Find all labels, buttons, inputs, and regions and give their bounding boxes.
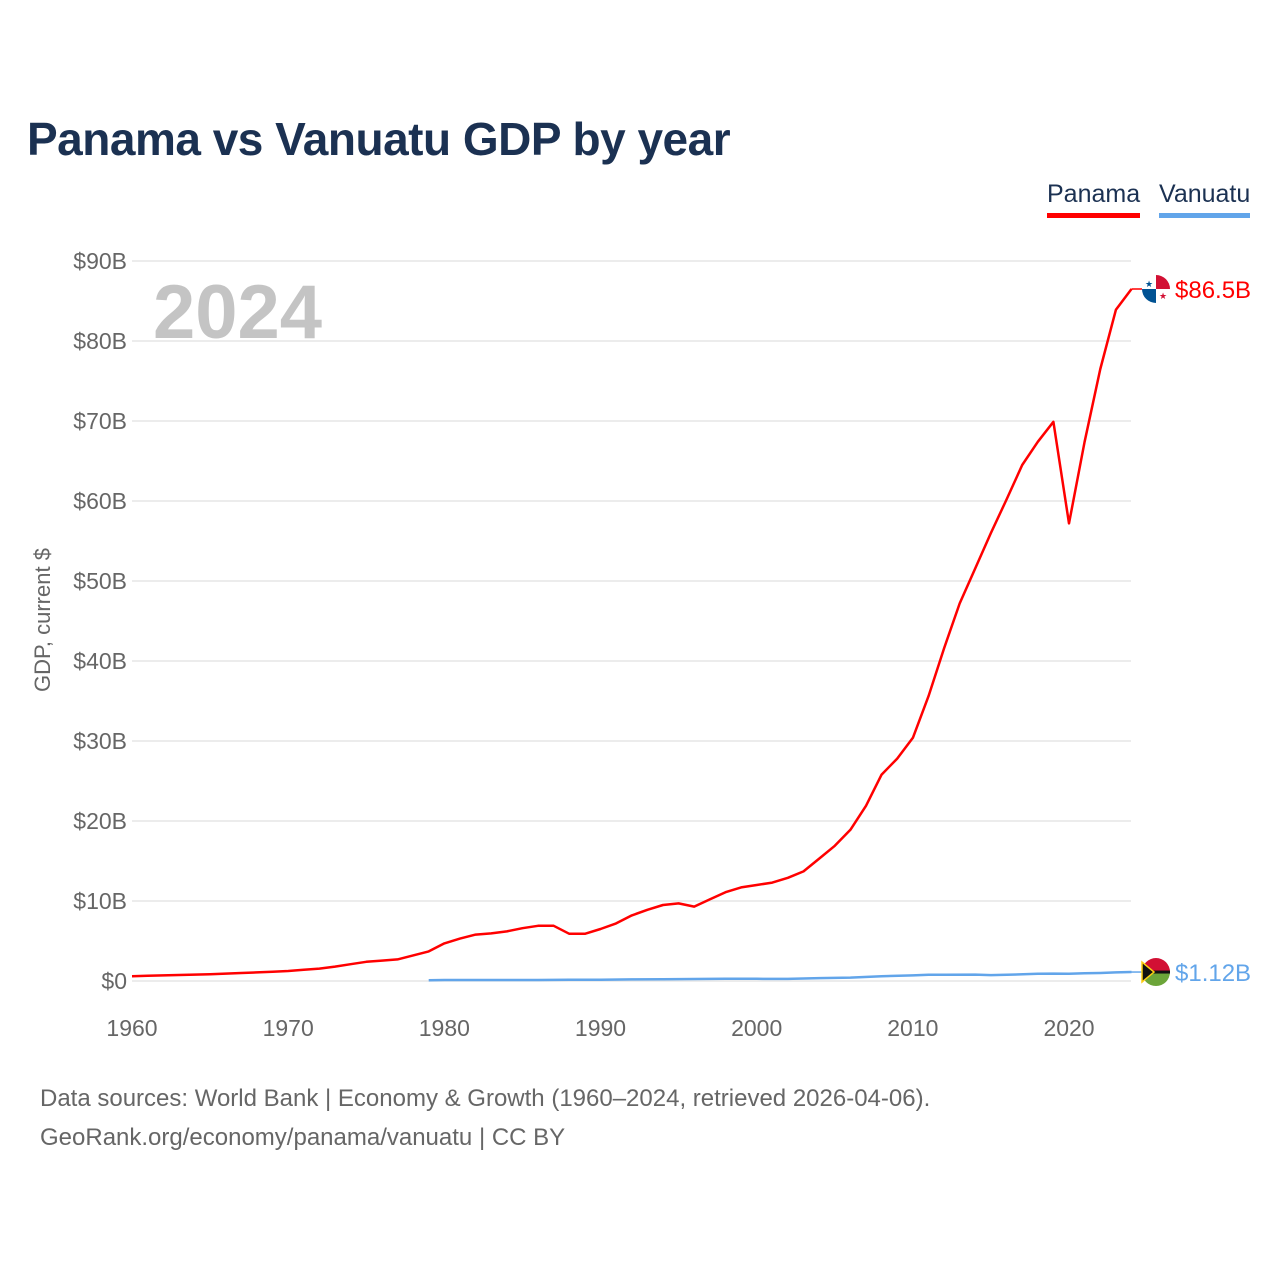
x-tick-label: 1980 (419, 1015, 470, 1041)
footer-sources: Data sources: World Bank | Economy & Gro… (40, 1085, 931, 1112)
chart-title: Panama vs Vanuatu GDP by year (27, 113, 731, 165)
y-tick-label: $40B (73, 648, 127, 674)
x-tick-label: 1960 (106, 1015, 157, 1041)
flag-stripe (1142, 970, 1170, 974)
flag-blue-quarter (1142, 289, 1156, 303)
flag-star: ★ (1159, 291, 1167, 301)
x-tick-label: 2020 (1043, 1015, 1094, 1041)
y-tick-label: $60B (73, 488, 127, 514)
end-value-label-vanuatu: $1.12B (1175, 960, 1251, 987)
flag-red-quarter (1156, 275, 1170, 289)
y-axis-label: GDP, current $ (30, 548, 55, 692)
legend-item-panama[interactable]: Panama (1047, 180, 1141, 218)
y-tick-label: $90B (73, 248, 127, 274)
y-tick-label: $70B (73, 408, 127, 434)
y-tick-label: $50B (73, 568, 127, 594)
x-tick-label: 1990 (575, 1015, 626, 1041)
flag-star: ★ (1145, 279, 1153, 289)
y-tick-label: $20B (73, 808, 127, 834)
legend-item-vanuatu[interactable]: Vanuatu (1159, 180, 1251, 218)
x-tick-label: 1970 (263, 1015, 314, 1041)
vanuatu-flag-icon (1141, 958, 1170, 987)
footer-attribution[interactable]: GeoRank.org/economy/panama/vanuatu | CC … (40, 1124, 566, 1151)
series-line-vanuatu (428, 970, 1132, 982)
y-tick-label: $0 (101, 968, 127, 994)
year-watermark: 2024 (153, 270, 322, 355)
series-line-panama (131, 288, 1133, 978)
flag-triangle (1141, 960, 1156, 984)
end-value-label-panama: $86.5B (1175, 277, 1251, 304)
y-tick-label: $10B (73, 888, 127, 914)
y-tick-label: $80B (73, 328, 127, 354)
x-tick-label: 2010 (887, 1015, 938, 1041)
panama-flag-icon: ★★ (1142, 275, 1170, 303)
y-tick-label: $30B (73, 728, 127, 754)
x-tick-label: 2000 (731, 1015, 782, 1041)
